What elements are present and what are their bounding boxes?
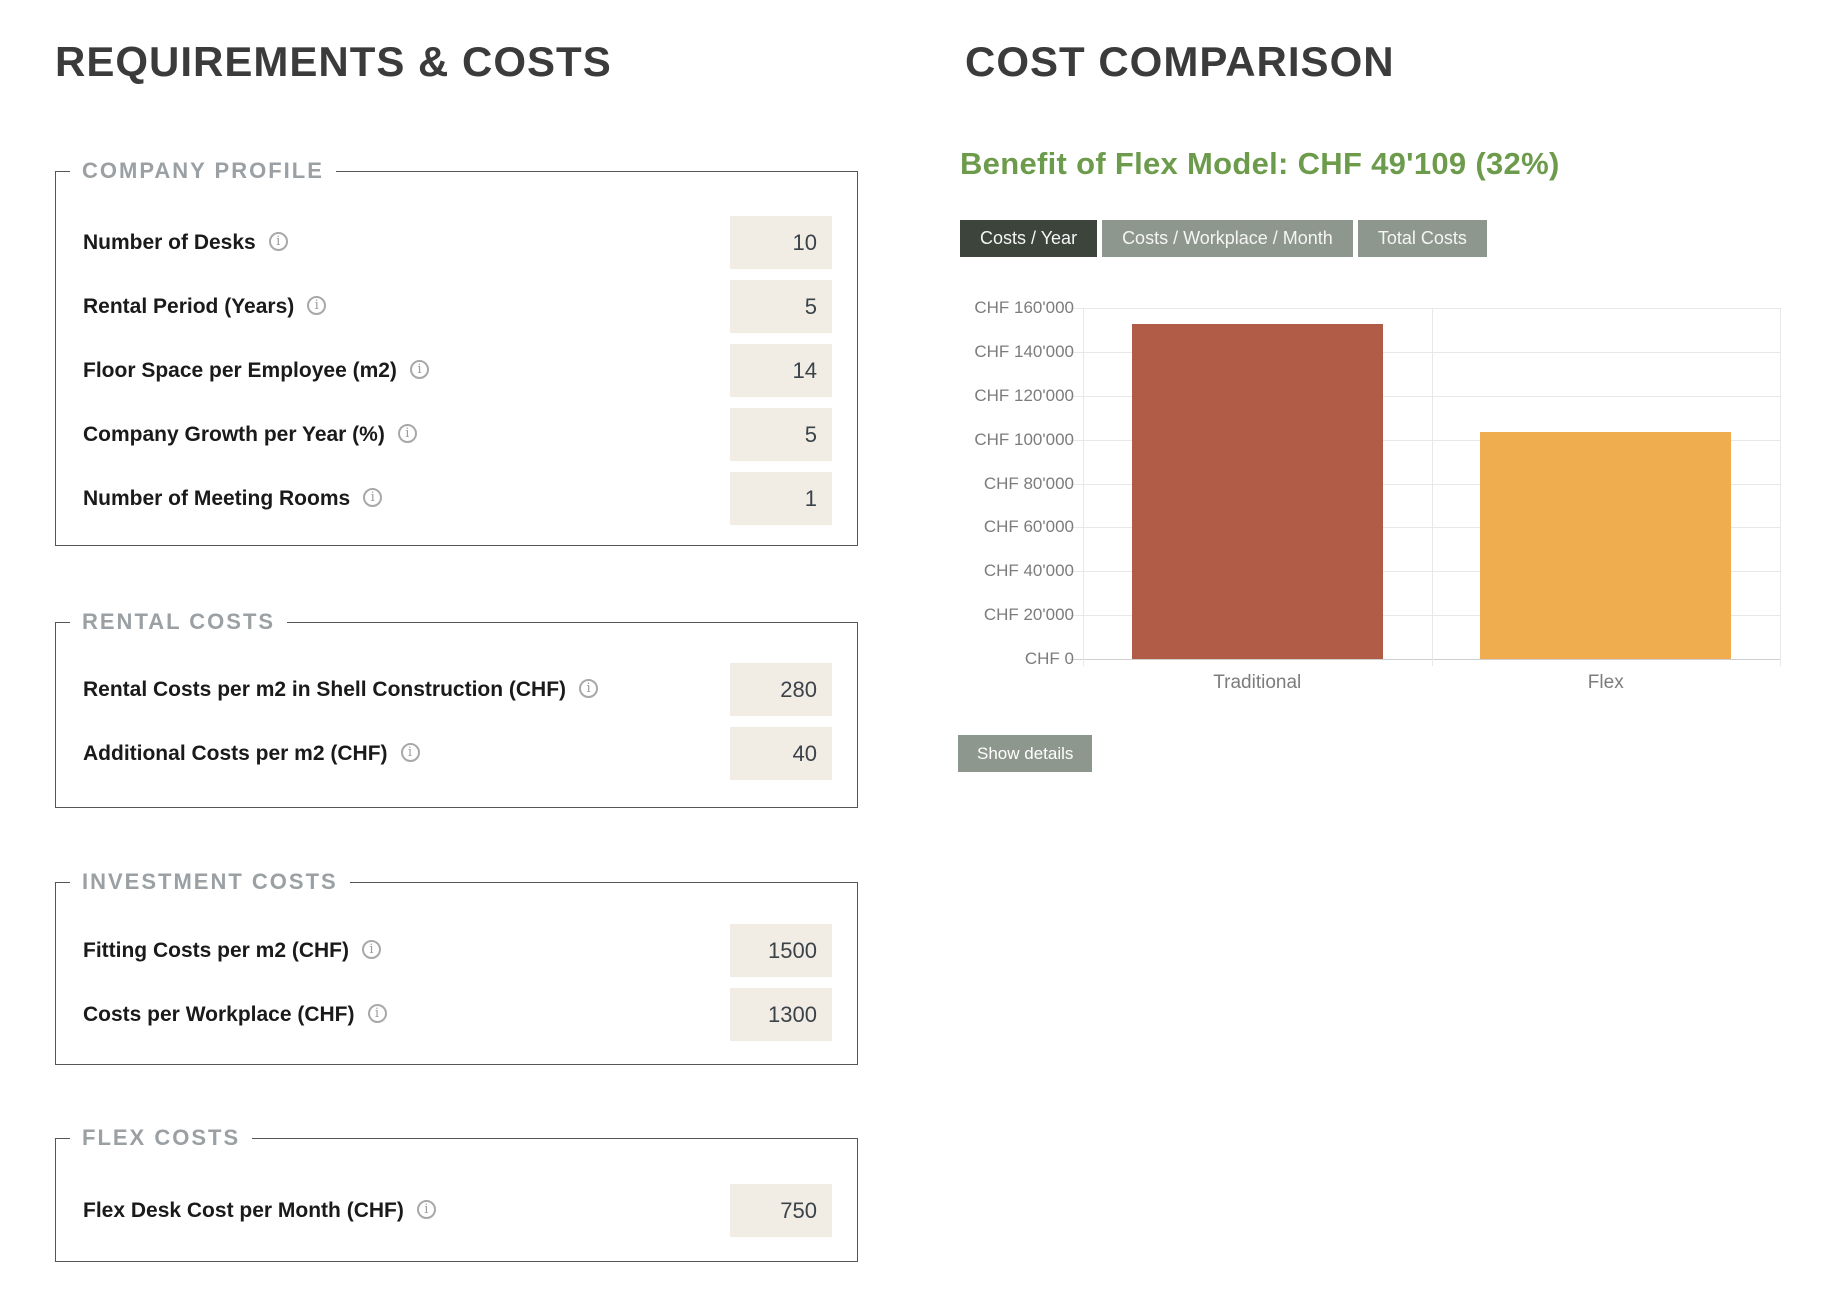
- bar-flex[interactable]: [1480, 431, 1732, 659]
- y-axis-tick-label: CHF 120'000: [974, 385, 1074, 405]
- gridline: [1070, 527, 1780, 529]
- gridline: [1070, 308, 1780, 309]
- number-of-desks-label: Number of Desks i: [83, 231, 288, 255]
- x-axis-label-flex: Flex: [1587, 672, 1624, 693]
- info-icon[interactable]: i: [367, 1004, 387, 1023]
- floor-space-label: Floor Space per Employee (m2) i: [83, 359, 429, 383]
- flex-costs-legend: FLEX COSTS: [82, 1125, 241, 1150]
- workplace-costs-label: Costs per Workplace (CHF) i: [83, 1003, 387, 1027]
- company-profile-section: COMPANY PROFILE Number of Desks i Rental…: [55, 158, 858, 546]
- workplace-costs-input[interactable]: [730, 988, 832, 1041]
- tab-costs-year[interactable]: Costs / Year: [960, 220, 1098, 257]
- show-details-button[interactable]: Show details: [958, 735, 1093, 772]
- rental-costs-rows: Rental Costs per m2 in Shell Constructio…: [83, 663, 832, 780]
- benefit-heading: Benefit of Flex Model: CHF 49'109 (32%): [960, 146, 1560, 181]
- gridline: [1070, 439, 1780, 441]
- tab-total-costs[interactable]: Total Costs: [1357, 220, 1487, 257]
- info-icon[interactable]: i: [409, 360, 429, 379]
- investment-costs-rows: Fitting Costs per m2 (CHF) i Costs per W…: [83, 924, 832, 1041]
- flex-costs-section: FLEX COSTS Flex Desk Cost per Month (CHF…: [55, 1125, 858, 1262]
- field-row-workplace-costs: Costs per Workplace (CHF) i: [83, 988, 832, 1041]
- field-row-company-growth: Company Growth per Year (%) i: [83, 408, 832, 461]
- fitting-costs-input[interactable]: [730, 924, 832, 977]
- y-axis-tick-label: CHF 20'000: [983, 605, 1074, 625]
- shell-rental-input[interactable]: [730, 663, 832, 716]
- gridline: [1070, 571, 1780, 573]
- category-gridline: [1083, 308, 1084, 666]
- info-icon[interactable]: i: [397, 424, 417, 443]
- flex-desk-cost-input[interactable]: [730, 1184, 832, 1237]
- meeting-rooms-label: Number of Meeting Rooms i: [83, 487, 383, 511]
- field-row-rental-period: Rental Period (Years) i: [83, 280, 832, 333]
- requirements-costs-title: REQUIREMENTS & COSTS: [55, 38, 612, 85]
- gridline: [1070, 659, 1780, 660]
- rental-costs-legend: RENTAL COSTS: [82, 609, 276, 634]
- field-row-meeting-rooms: Number of Meeting Rooms i: [83, 472, 832, 525]
- bar-chart: CHF 160'000 CHF 140'000 CHF 120'000 CHF 100…: [966, 298, 1781, 700]
- y-axis-tick-label: CHF 80'000: [983, 473, 1074, 493]
- info-icon[interactable]: i: [268, 232, 288, 251]
- x-axis-label-traditional: Traditional: [1213, 672, 1302, 693]
- y-axis-tick-label: CHF 0: [1024, 649, 1074, 668]
- info-icon[interactable]: i: [363, 488, 383, 507]
- company-profile-rows: Number of Desks i Rental Period (Years) …: [83, 216, 832, 525]
- info-icon[interactable]: i: [579, 679, 599, 698]
- y-axis-tick-label: CHF 100'000: [974, 429, 1074, 449]
- y-axis-tick-label: CHF 160'000: [974, 298, 1074, 317]
- field-row-flex-desk-cost: Flex Desk Cost per Month (CHF) i: [83, 1184, 832, 1237]
- meeting-rooms-input[interactable]: [730, 472, 832, 525]
- field-row-shell-rental: Rental Costs per m2 in Shell Constructio…: [83, 663, 832, 716]
- additional-costs-label: Additional Costs per m2 (CHF) i: [83, 742, 420, 766]
- category-gridline: [1431, 308, 1433, 666]
- investment-costs-section: INVESTMENT COSTS Fitting Costs per m2 (C…: [55, 869, 858, 1065]
- company-growth-input[interactable]: [730, 408, 832, 461]
- bar-traditional[interactable]: [1131, 324, 1383, 659]
- tab-costs-workplace-month[interactable]: Costs / Workplace / Month: [1102, 220, 1353, 257]
- company-growth-label: Company Growth per Year (%) i: [83, 423, 417, 447]
- investment-costs-legend: INVESTMENT COSTS: [82, 869, 338, 894]
- company-profile-legend: COMPANY PROFILE: [82, 158, 324, 183]
- gridline: [1070, 351, 1780, 353]
- rental-period-label: Rental Period (Years) i: [83, 295, 327, 319]
- y-axis-tick-label: CHF 140'000: [974, 341, 1074, 361]
- gridline: [1070, 483, 1780, 485]
- field-row-fitting-costs: Fitting Costs per m2 (CHF) i: [83, 924, 832, 977]
- field-row-additional-costs: Additional Costs per m2 (CHF) i: [83, 727, 832, 780]
- field-row-number-of-desks: Number of Desks i: [83, 216, 832, 269]
- floor-space-input[interactable]: [730, 344, 832, 397]
- rental-costs-section: RENTAL COSTS Rental Costs per m2 in Shel…: [55, 609, 858, 808]
- cost-comparison-title: COST COMPARISON: [965, 38, 1395, 85]
- number-of-desks-input[interactable]: [730, 216, 832, 269]
- flex-desk-cost-label: Flex Desk Cost per Month (CHF) i: [83, 1199, 436, 1223]
- additional-costs-input[interactable]: [730, 727, 832, 780]
- info-icon[interactable]: i: [400, 743, 420, 762]
- y-axis-tick-label: CHF 40'000: [983, 561, 1074, 581]
- rental-period-input[interactable]: [730, 280, 832, 333]
- info-icon[interactable]: i: [307, 296, 327, 315]
- y-axis-tick-label: CHF 60'000: [983, 517, 1074, 537]
- field-row-floor-space: Floor Space per Employee (m2) i: [83, 344, 832, 397]
- info-icon[interactable]: i: [362, 940, 381, 959]
- flex-costs-rows: Flex Desk Cost per Month (CHF) i: [83, 1184, 832, 1237]
- info-icon[interactable]: i: [416, 1200, 436, 1219]
- chart-tab-bar: Costs / Year Costs / Workplace / Month T…: [960, 220, 1487, 257]
- shell-rental-label: Rental Costs per m2 in Shell Constructio…: [83, 678, 599, 702]
- gridline: [1070, 615, 1780, 617]
- category-gridline: [1780, 308, 1781, 666]
- gridline: [1070, 395, 1780, 397]
- fitting-costs-label: Fitting Costs per m2 (CHF) i: [83, 939, 381, 963]
